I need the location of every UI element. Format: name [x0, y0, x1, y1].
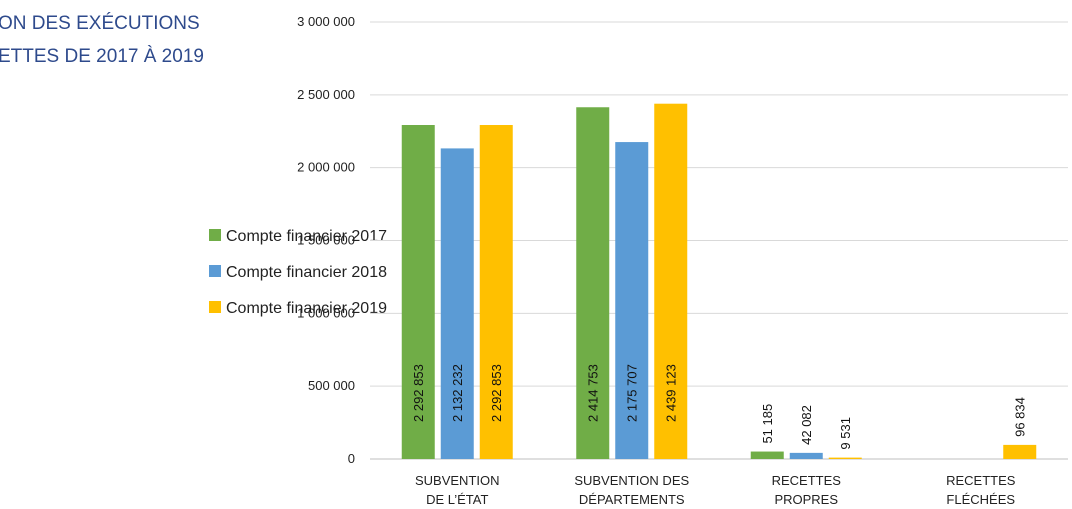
- legend-entry-label: Compte financier 2019: [226, 300, 387, 317]
- bar: [576, 107, 610, 459]
- bar: [401, 125, 435, 459]
- bar: [1003, 444, 1037, 459]
- legend-entry-label: Compte financier 2018: [226, 264, 387, 281]
- y-tick-label: 0: [348, 451, 355, 466]
- bar: [615, 142, 649, 459]
- y-tick-label: 3 000 000: [297, 14, 355, 29]
- data-label: 2 439 123: [663, 364, 678, 422]
- legend: Compte financier 2017 Compte financier 20…: [209, 228, 387, 317]
- bar: [479, 125, 513, 459]
- category-label: SUBVENTION DES: [574, 473, 689, 488]
- data-labels: 2 292 853 2 132 232 2 292 853 2 414 753 2 17…: [411, 364, 1028, 449]
- y-tick-label: 1 000 000: [297, 305, 355, 320]
- y-tick-label: 1 500 000: [297, 233, 355, 248]
- bars: [401, 103, 1037, 459]
- data-label: 2 292 853: [411, 364, 426, 422]
- legend-entry-label: Compte financier 2017: [226, 228, 387, 245]
- legend-swatch: [209, 301, 221, 313]
- bar: [654, 103, 688, 459]
- data-label: 2 414 753: [585, 364, 600, 422]
- bar: [440, 148, 474, 459]
- category-label: DÉPARTEMENTS: [579, 492, 685, 507]
- data-label: 42 082: [799, 405, 814, 445]
- category-label: SUBVENTION: [415, 473, 500, 488]
- data-label: 2 132 232: [450, 364, 465, 422]
- y-axis: 0 500 000 1 000 000 1 500 000 2 000 000 2 500…: [297, 14, 355, 466]
- legend-swatch: [209, 229, 221, 241]
- bar: [789, 452, 823, 459]
- data-label: 96 834: [1012, 397, 1027, 437]
- category-label: FLÉCHÉES: [946, 492, 1015, 507]
- data-label: 9 531: [838, 417, 853, 450]
- x-axis: SUBVENTION DE L’ÉTAT SUBVENTION DES DÉPARTE…: [415, 473, 1016, 507]
- legend-swatch: [209, 265, 221, 277]
- y-tick-label: 2 000 000: [297, 160, 355, 175]
- y-tick-label: 2 500 000: [297, 87, 355, 102]
- data-label: 51 185: [760, 404, 775, 444]
- chart-title-line-1: ON DES EXÉCUTIONS: [0, 13, 200, 34]
- data-label: 2 292 853: [489, 364, 504, 422]
- data-label: 2 175 707: [624, 364, 639, 422]
- chart-title: ON DES EXÉCUTIONS ETTES DE 2017 À 2019: [0, 13, 204, 67]
- chart-title-line-2: ETTES DE 2017 À 2019: [0, 46, 204, 67]
- y-tick-label: 500 000: [308, 378, 355, 393]
- bar: [828, 457, 862, 459]
- bar: [750, 451, 784, 459]
- category-label: DE L’ÉTAT: [426, 492, 488, 507]
- gridlines: [370, 21, 1068, 460]
- category-label: RECETTES: [772, 473, 842, 488]
- category-label: PROPRES: [774, 492, 838, 507]
- category-label: RECETTES: [946, 473, 1016, 488]
